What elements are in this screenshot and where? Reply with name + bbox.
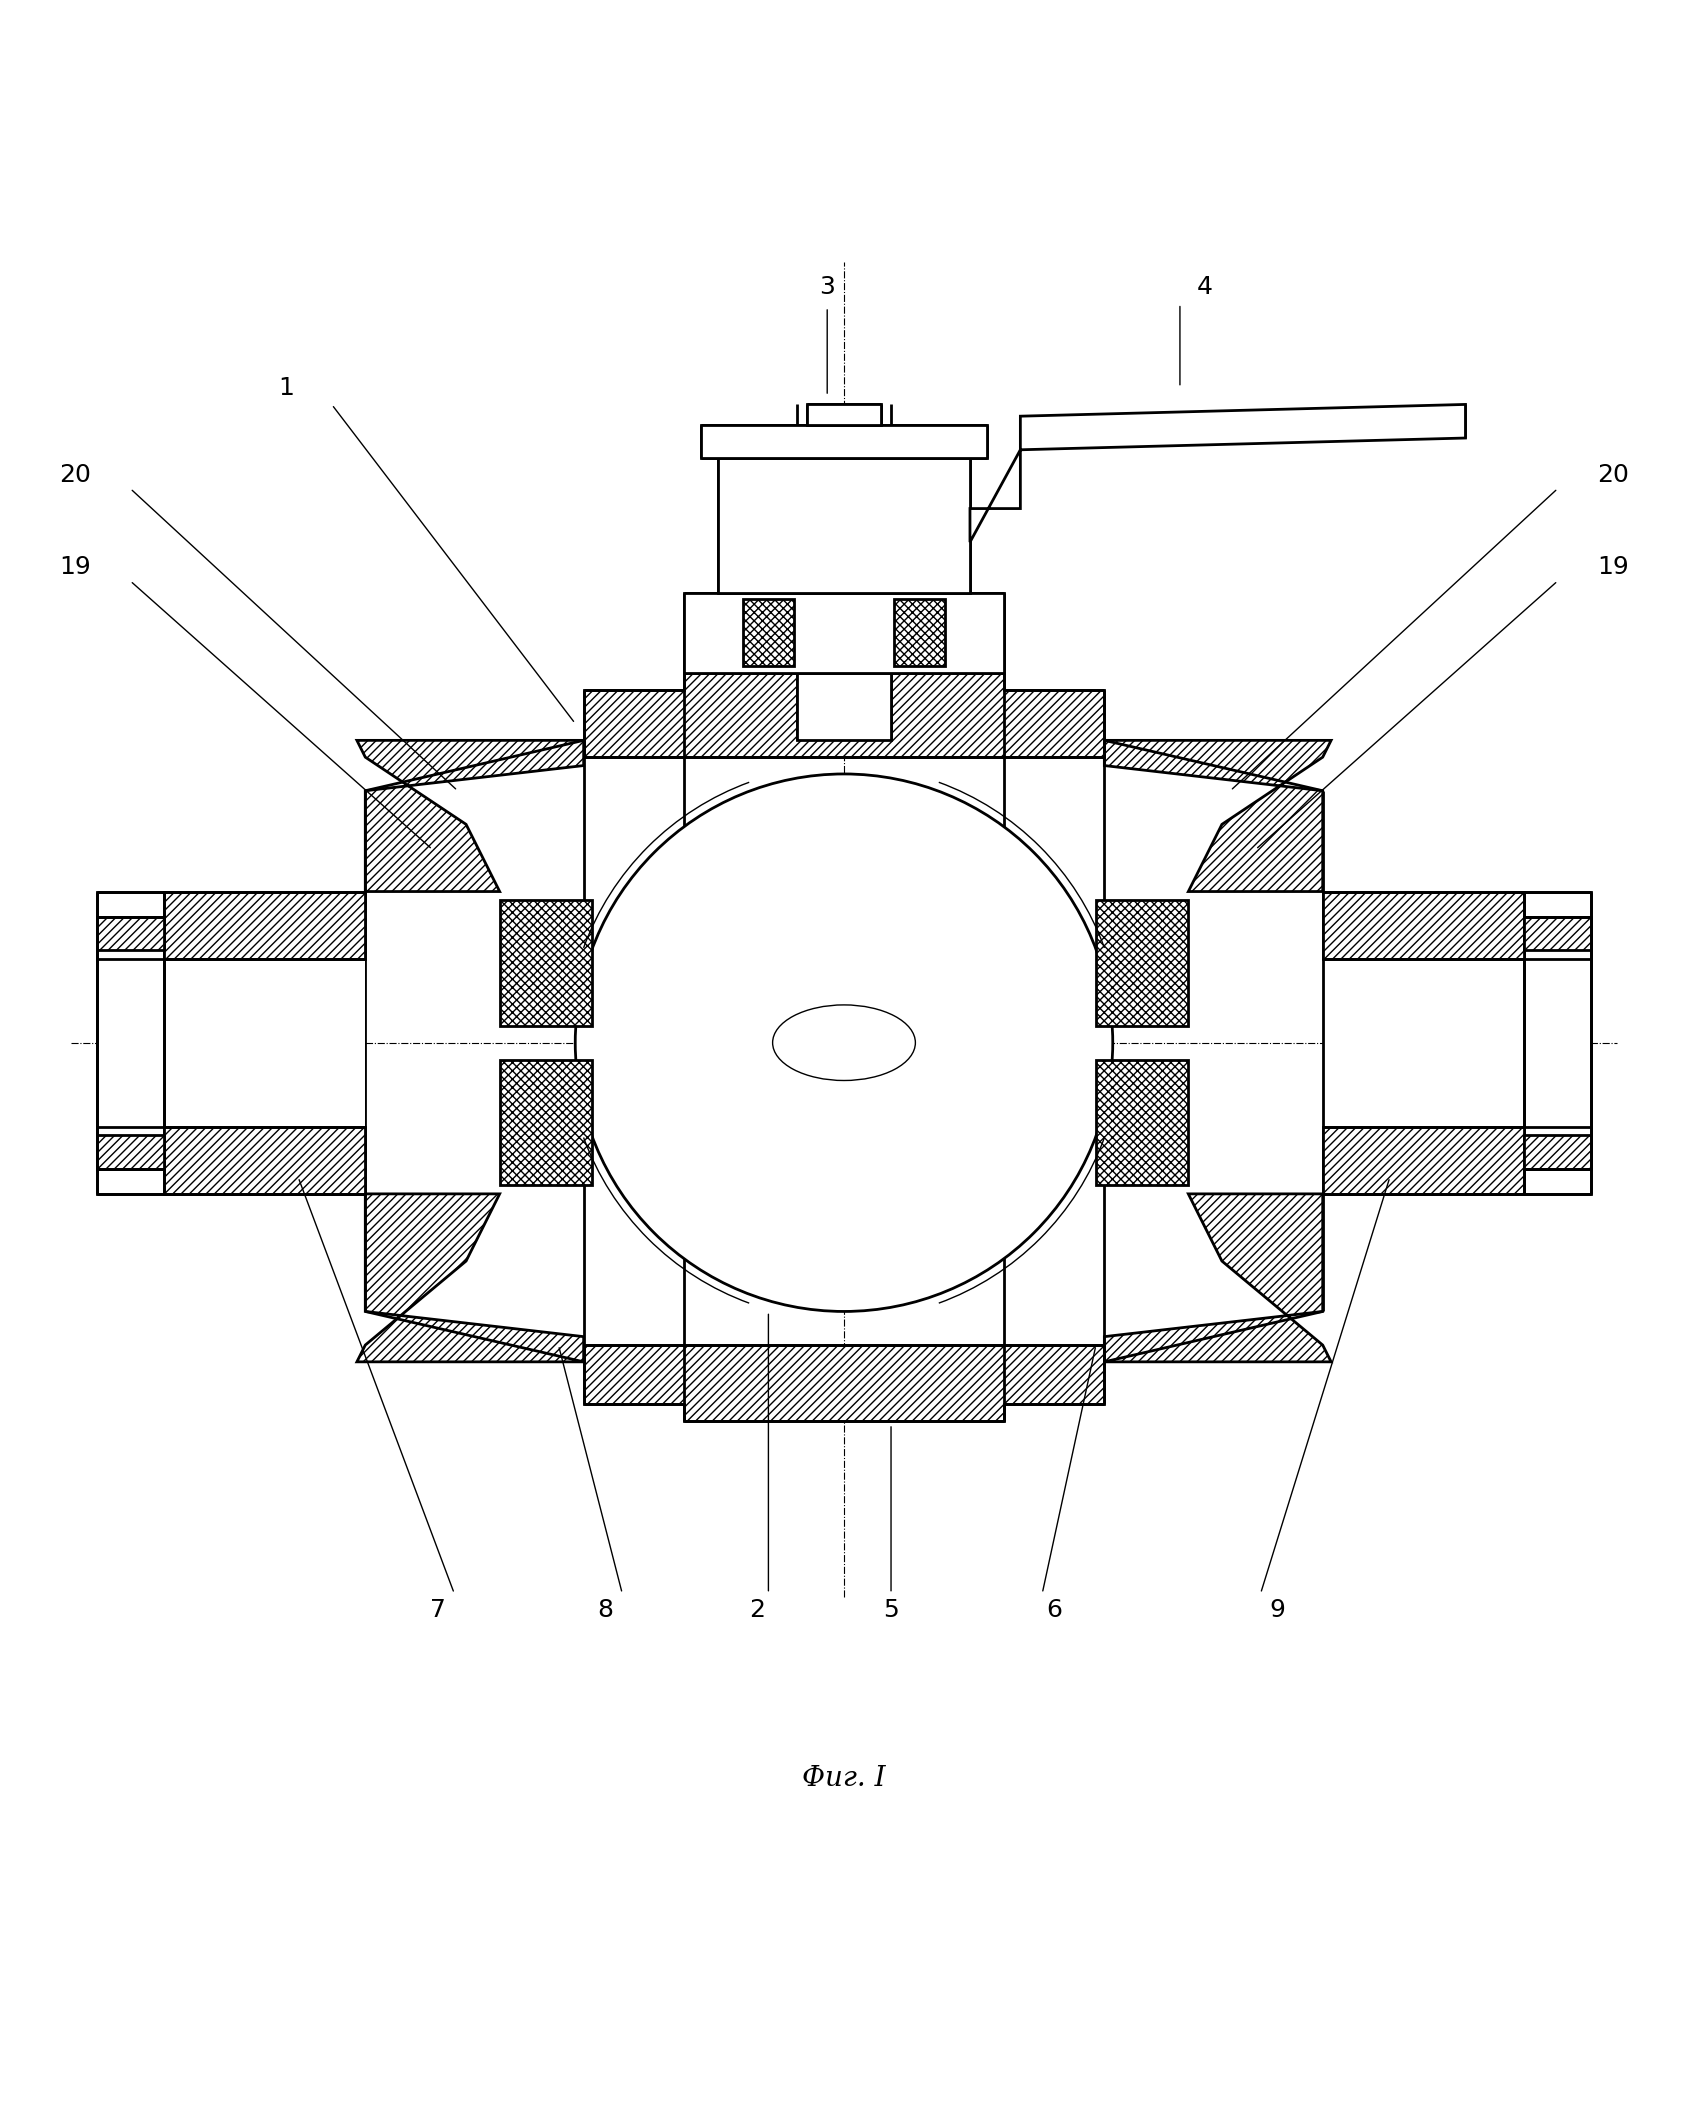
Text: 8: 8 (598, 1598, 613, 1623)
Text: 7: 7 (429, 1598, 446, 1623)
Text: 3: 3 (819, 275, 836, 299)
Polygon shape (96, 958, 365, 1127)
Polygon shape (1096, 1060, 1188, 1185)
Text: 4: 4 (1197, 275, 1214, 299)
Polygon shape (1323, 1127, 1524, 1193)
Polygon shape (1104, 1193, 1332, 1363)
Polygon shape (971, 405, 1465, 542)
Polygon shape (1524, 1136, 1592, 1170)
Polygon shape (1524, 918, 1592, 949)
Text: 2: 2 (749, 1598, 765, 1623)
Text: 20: 20 (1597, 462, 1629, 487)
Text: 19: 19 (1597, 555, 1629, 578)
Polygon shape (500, 1060, 592, 1185)
Polygon shape (96, 1136, 164, 1170)
Polygon shape (500, 901, 592, 1026)
Polygon shape (96, 918, 164, 1170)
Circle shape (576, 773, 1112, 1312)
Polygon shape (717, 458, 971, 593)
Polygon shape (743, 600, 793, 667)
Text: 6: 6 (1047, 1598, 1062, 1623)
Polygon shape (164, 1127, 365, 1193)
Text: 19: 19 (59, 555, 91, 578)
Ellipse shape (773, 1004, 915, 1081)
Polygon shape (701, 424, 987, 458)
Text: 9: 9 (1269, 1598, 1285, 1623)
Polygon shape (164, 892, 365, 958)
Text: 20: 20 (59, 462, 91, 487)
Polygon shape (1323, 892, 1524, 958)
Polygon shape (356, 1193, 584, 1363)
Polygon shape (895, 600, 945, 667)
Polygon shape (356, 740, 584, 892)
Text: 5: 5 (883, 1598, 900, 1623)
Polygon shape (96, 918, 164, 949)
Polygon shape (797, 674, 891, 740)
Polygon shape (1096, 901, 1188, 1026)
Text: 1: 1 (279, 375, 294, 400)
Polygon shape (684, 593, 1004, 674)
Polygon shape (584, 1346, 1104, 1420)
Polygon shape (1104, 740, 1332, 892)
Polygon shape (1323, 892, 1592, 1193)
Text: Фиг. I: Фиг. I (802, 1765, 886, 1793)
Polygon shape (584, 674, 1104, 756)
Polygon shape (1524, 918, 1592, 1170)
Polygon shape (96, 892, 365, 1193)
Polygon shape (807, 405, 881, 424)
